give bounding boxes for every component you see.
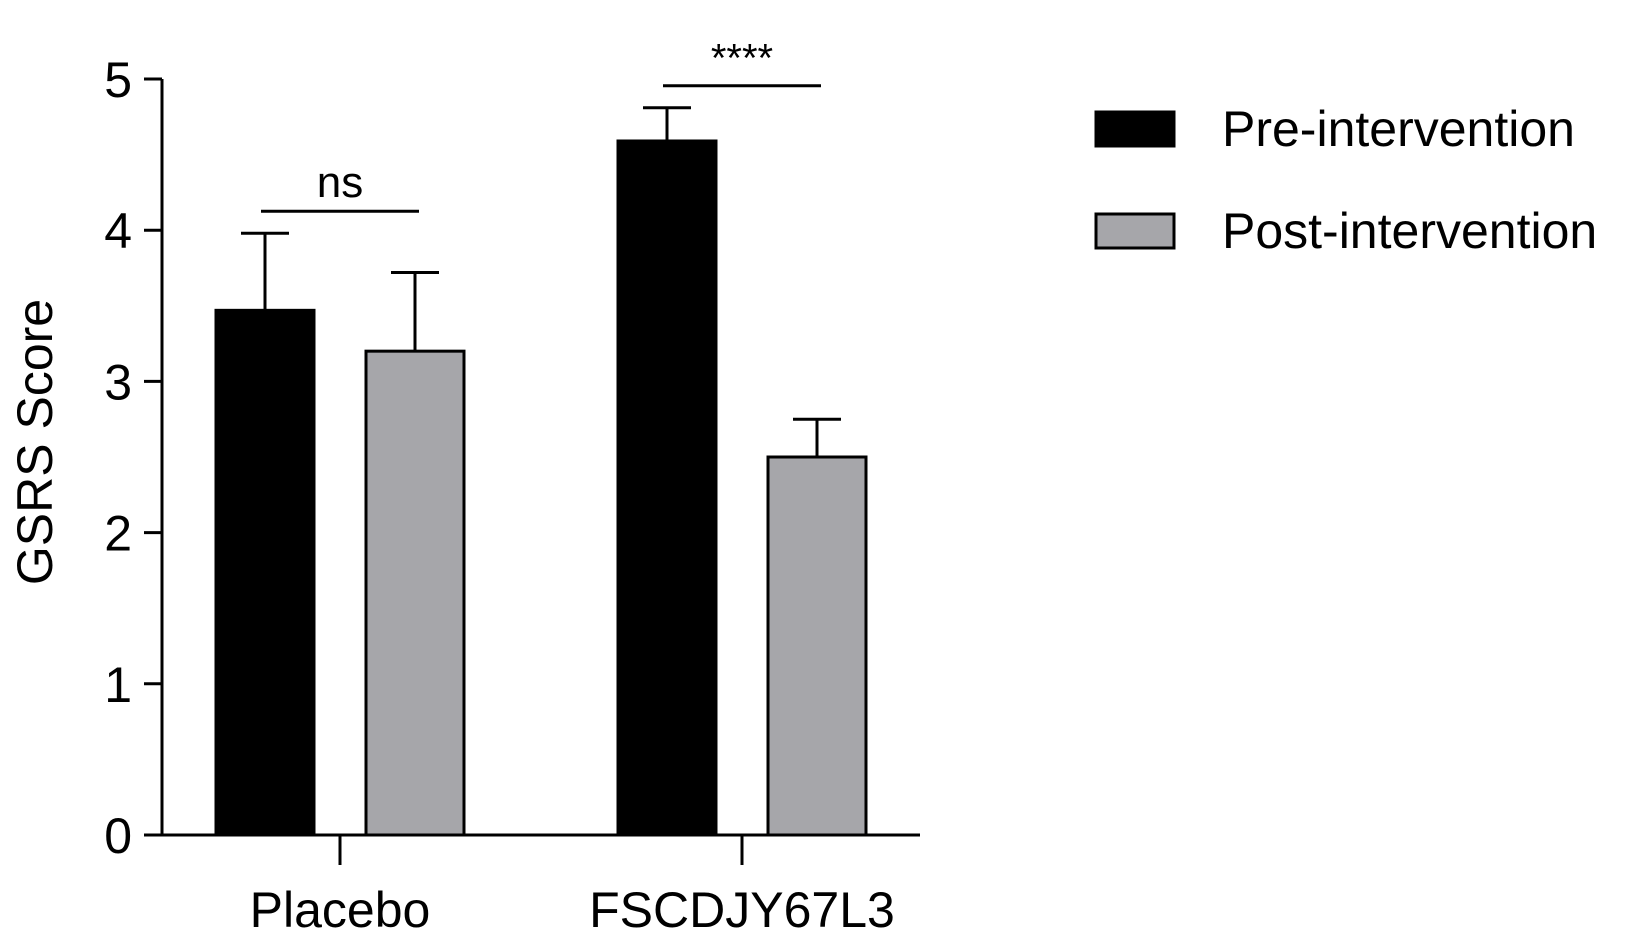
y-tick-label: 2 bbox=[104, 506, 132, 562]
y-tick-label: 1 bbox=[104, 657, 132, 713]
legend-label: Pre-intervention bbox=[1222, 101, 1575, 157]
y-tick-label: 4 bbox=[104, 203, 132, 259]
error-bars bbox=[241, 106, 841, 457]
y-tick-label: 3 bbox=[104, 354, 132, 410]
legend-label: Post-intervention bbox=[1222, 203, 1597, 259]
significance-annotations: ns **** bbox=[261, 37, 821, 213]
legend: Pre-intervention Post-intervention bbox=[1094, 101, 1597, 259]
bar-pre-placebo bbox=[214, 308, 316, 837]
axes: 0 1 2 3 4 5 Placebo FSCDJY67L3 bbox=[104, 52, 920, 938]
y-tick-label: 5 bbox=[104, 52, 132, 108]
y-tick-label: 0 bbox=[104, 808, 132, 864]
x-tick-label: Placebo bbox=[250, 882, 431, 938]
bars bbox=[214, 139, 868, 837]
bar-post-fscdjy67l3 bbox=[766, 455, 868, 837]
significance-label: **** bbox=[711, 37, 773, 81]
legend-swatch bbox=[1094, 110, 1176, 148]
significance-label: ns bbox=[317, 158, 363, 207]
y-axis-title: GSRS Score bbox=[7, 299, 63, 585]
bar-pre-fscdjy67l3 bbox=[616, 139, 718, 837]
bar-post-placebo bbox=[364, 349, 466, 837]
legend-swatch bbox=[1094, 212, 1176, 250]
x-tick-label: FSCDJY67L3 bbox=[589, 882, 895, 938]
